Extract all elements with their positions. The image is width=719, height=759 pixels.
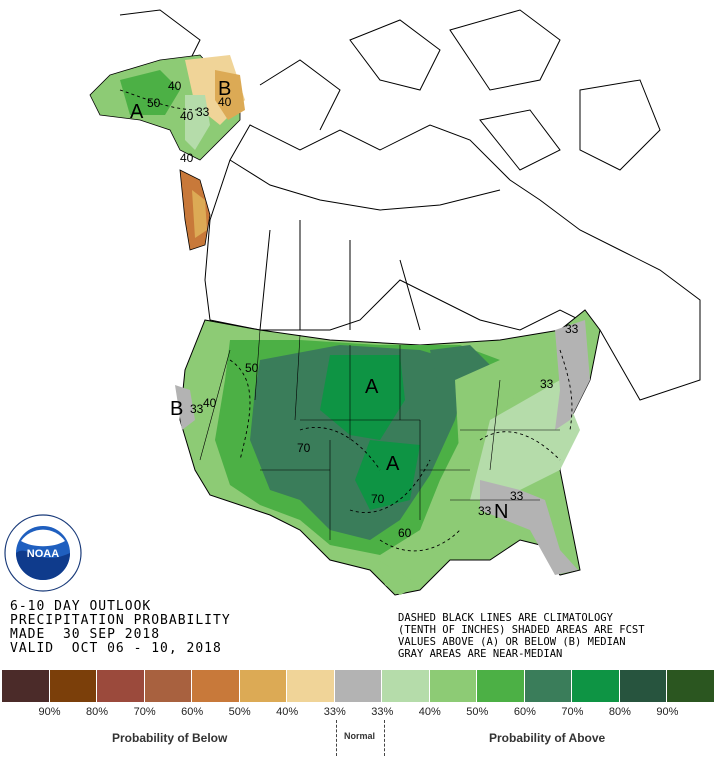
legend-tick-12: 80% [608, 706, 631, 718]
south-above-label: A [386, 453, 400, 475]
map-notes: DASHED BLACK LINES ARE CLIMATOLOGY (TENT… [398, 612, 645, 660]
note-line-1: DASHED BLACK LINES ARE CLIMATOLOGY [398, 612, 613, 624]
valid-dates: VALID OCT 06 - 10, 2018 [10, 641, 222, 656]
ne-contour-33a: 33 [565, 322, 579, 336]
alaska-contour-40d: 40 [218, 95, 232, 109]
alaska-above-label: A [130, 101, 144, 123]
legend-tick-8: 40% [418, 706, 441, 718]
legend-swatch-8 [382, 670, 430, 702]
alaska-contour-40c: 40 [180, 151, 194, 165]
noaa-logo: NOAA [4, 514, 82, 592]
legend-below-label: Probability of Below [112, 731, 228, 745]
legend-above-label: Probability of Above [489, 731, 606, 745]
conus-region [175, 309, 601, 596]
made-date: MADE 30 SEP 2018 [10, 627, 161, 642]
note-line-2: (TENTH OF INCHES) SHADED AREAS ARE FCST [398, 624, 645, 636]
legend-normal-label: Normal [344, 731, 376, 741]
central-contour-70: 70 [297, 441, 311, 455]
legend-swatch-12 [572, 670, 620, 702]
ne-contour-33b: 33 [540, 377, 554, 391]
legend-swatch-1 [49, 670, 98, 702]
outlook-title-block: 6-10 DAY OUTLOOK PRECIPITATION PROBABILI… [10, 600, 231, 656]
legend-normal-divider-right [384, 720, 385, 756]
legend-swatch-7 [334, 670, 383, 702]
alaska-contour-40a: 40 [168, 79, 182, 93]
legend-tick-2: 70% [133, 706, 156, 718]
legend-tick-4: 50% [228, 706, 251, 718]
west-below-label: B [170, 398, 183, 420]
legend-tick-11: 70% [561, 706, 584, 718]
alaska-contour-40b: 40 [180, 109, 194, 123]
south-contour-70: 70 [371, 492, 385, 506]
legend-color-bar [2, 670, 715, 702]
legend-swatch-2 [97, 670, 145, 702]
outlook-title: 6-10 DAY OUTLOOK [10, 599, 152, 614]
texas-contour-60: 60 [398, 526, 412, 540]
alaska-region [89, 54, 245, 251]
alaska-contour-50: 50 [147, 96, 161, 110]
alaska-contour-33: 33 [196, 105, 210, 119]
legend-tick-6: 33% [323, 706, 346, 718]
plains-above-label: A [365, 376, 379, 398]
noaa-logo-text: NOAA [27, 548, 59, 560]
legend-swatch-6 [287, 670, 335, 702]
legend-swatch-3 [144, 670, 193, 702]
note-line-3: VALUES ABOVE (A) OR BELOW (B) MEDIAN [398, 636, 626, 648]
legend-swatch-11 [524, 670, 573, 702]
legend-swatch-0 [2, 670, 50, 702]
legend-tick-9: 50% [466, 706, 489, 718]
se-normal-label: N [494, 501, 508, 523]
climatology-contours [119, 89, 573, 552]
legend-tick-7: 33% [371, 706, 394, 718]
legend-tick-13: 90% [656, 706, 679, 718]
nw-contour-50: 50 [245, 361, 259, 375]
legend-swatch-13 [619, 670, 668, 702]
legend-tick-5: 40% [276, 706, 299, 718]
alaska-below-label: B [218, 78, 231, 100]
se-contour-33a: 33 [478, 504, 492, 518]
outlook-subtitle: PRECIPITATION PROBABILITY [10, 613, 231, 628]
legend-swatch-14 [667, 670, 715, 702]
se-contour-33b: 33 [510, 489, 524, 503]
legend-tick-10: 60% [513, 706, 536, 718]
legend-swatch-5 [239, 670, 288, 702]
legend-swatch-4 [192, 670, 240, 702]
legend-swatch-9 [429, 670, 478, 702]
legend-normal-divider-left [336, 720, 337, 756]
west-contour-40: 40 [203, 396, 217, 410]
west-contour-33: 33 [190, 402, 204, 416]
legend-tick-0: 90% [38, 706, 61, 718]
legend-swatch-10 [477, 670, 525, 702]
note-line-4: GRAY AREAS ARE NEAR-MEDIAN [398, 648, 563, 660]
precipitation-outlook-map: A B 50 40 40 40 33 40 A A B 40 33 50 70 … [89, 9, 701, 596]
state-borders [199, 329, 560, 540]
legend-tick-labels: 90% 80% 70% 60% 50% 40% 33% 33% 40% 50% 60% 70% 80% 9… [2, 706, 691, 718]
legend-tick-1: 80% [86, 706, 109, 718]
legend-tick-3: 60% [181, 706, 204, 718]
